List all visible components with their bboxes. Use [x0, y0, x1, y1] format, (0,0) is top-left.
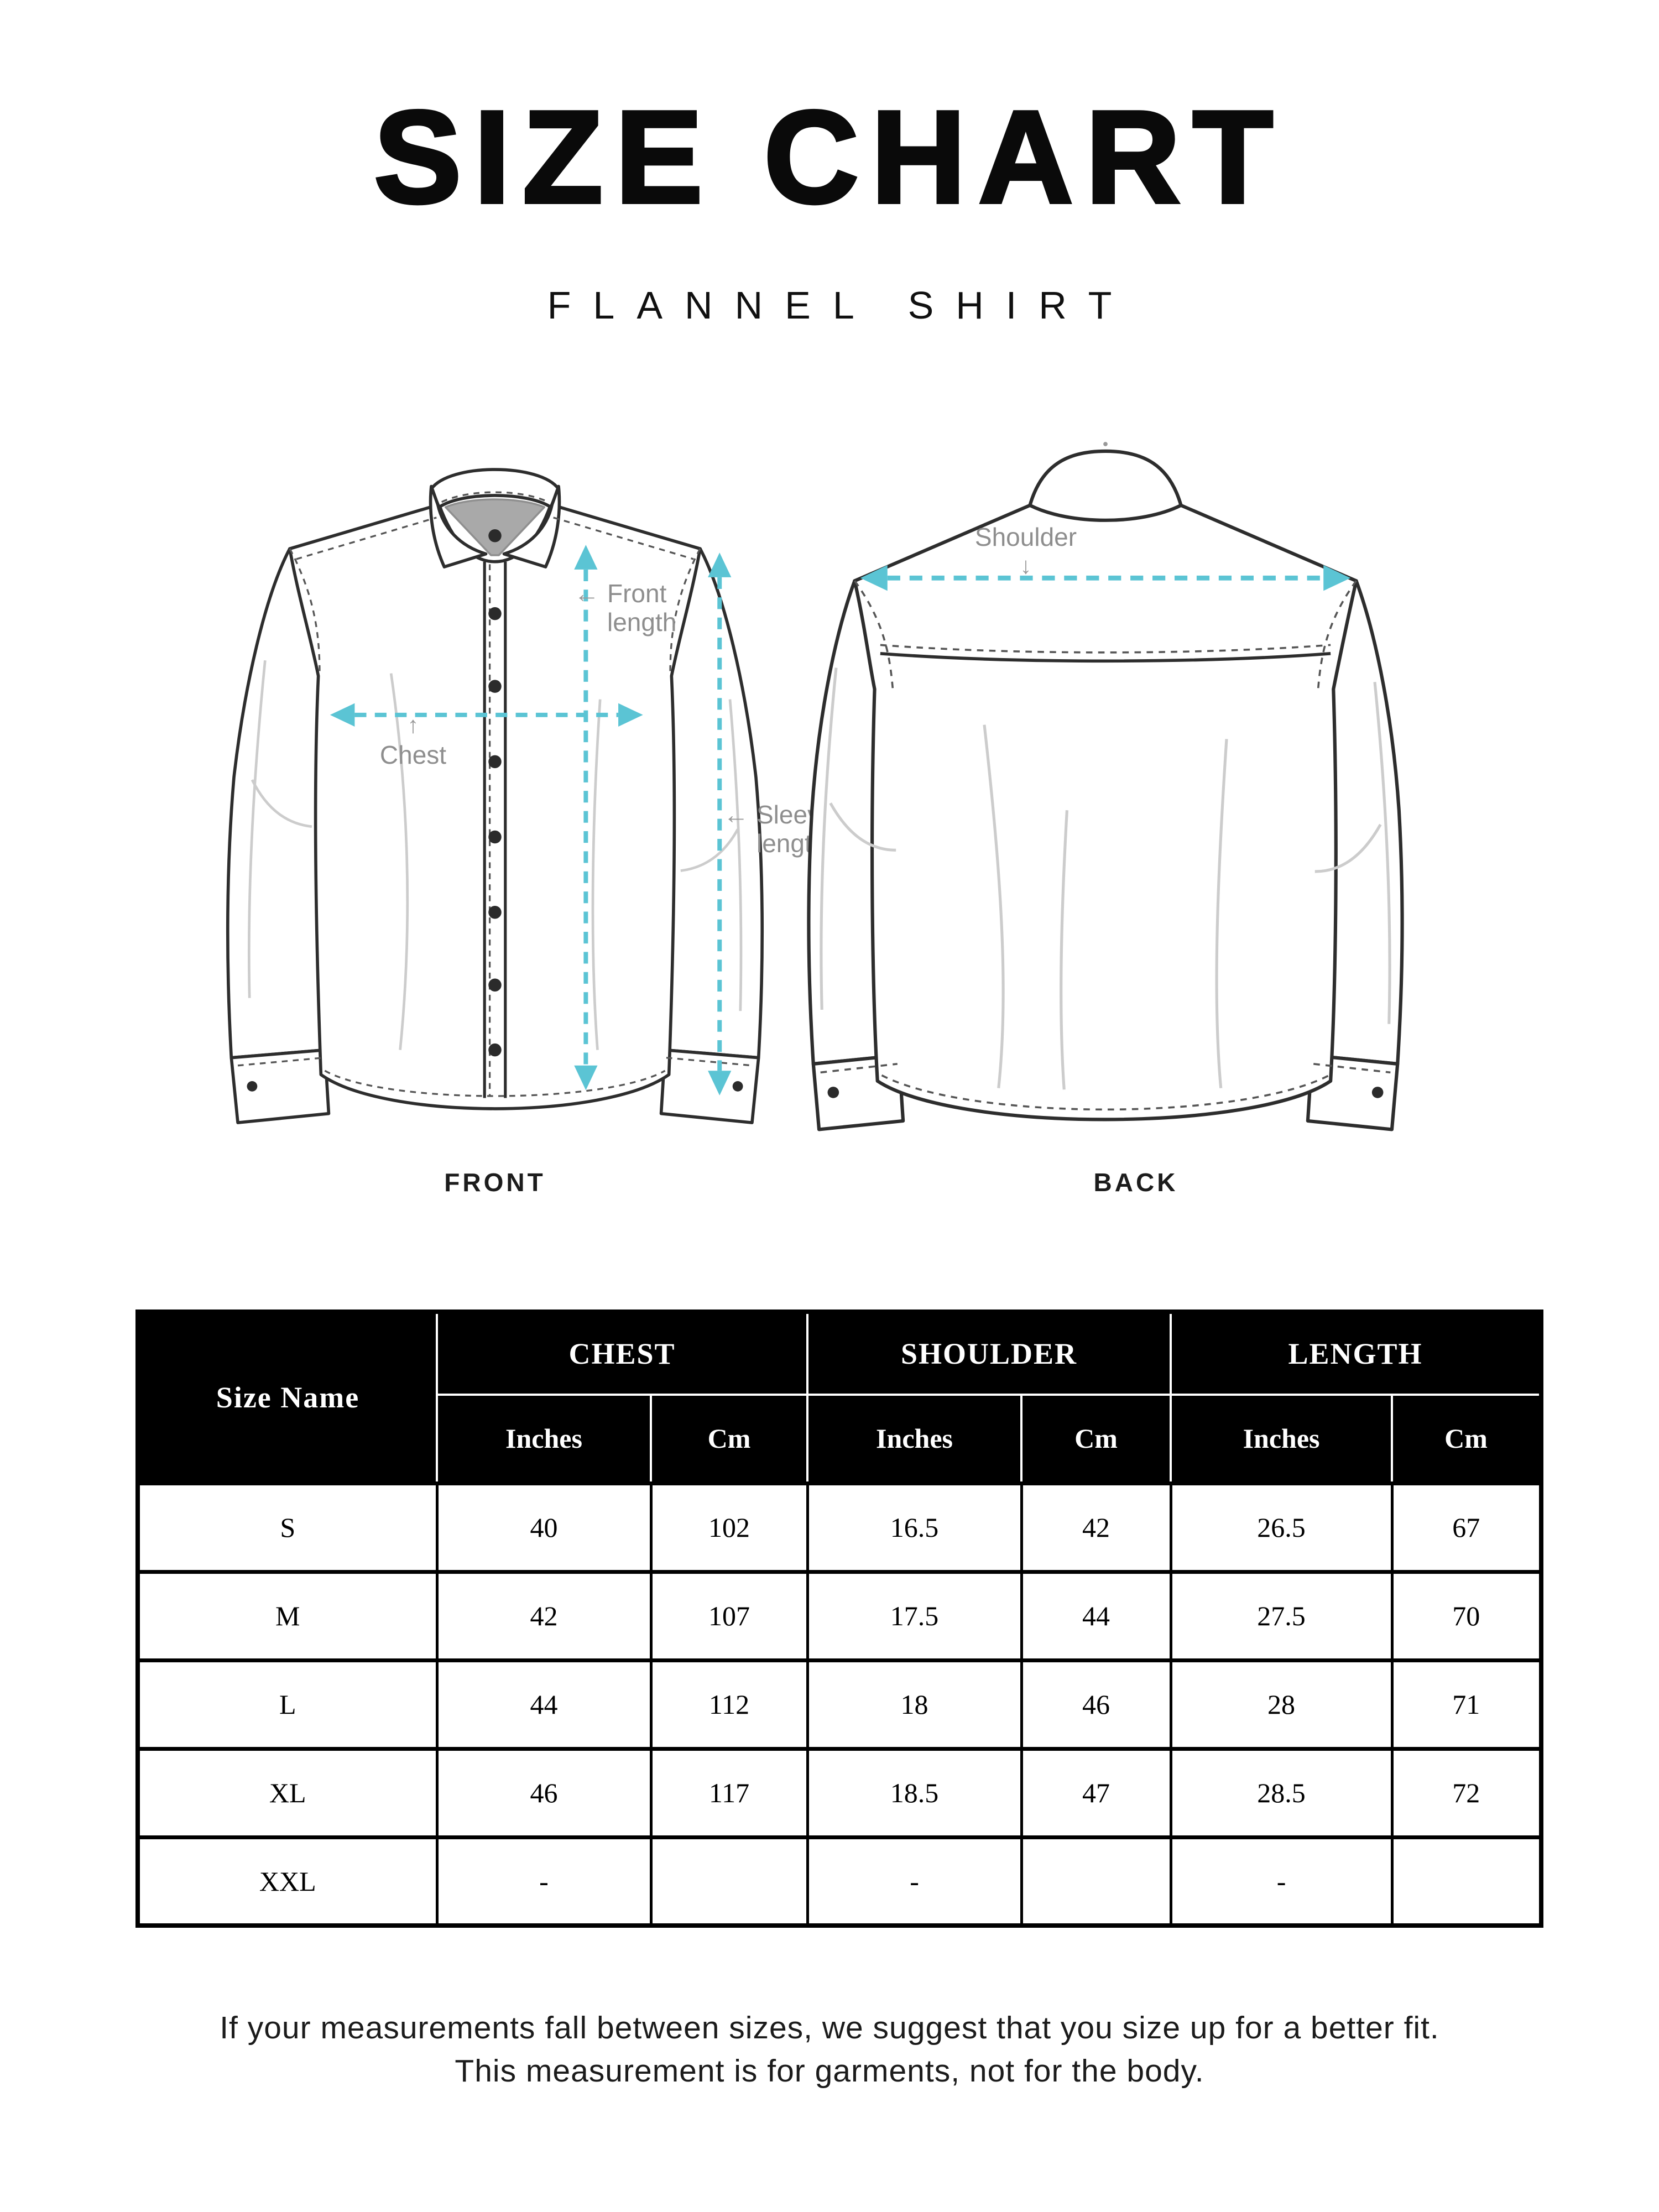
left-arrow-icon: ← — [574, 579, 599, 608]
sizing-note-line2: This measurement is for garments, not fo… — [455, 2053, 1204, 2089]
size-table: Size Name CHEST SHOULDER LENGTH Inches C… — [135, 1310, 1544, 1928]
shoulder-cm-header: Cm — [1020, 1394, 1172, 1484]
chest-label-text: Chest — [379, 740, 447, 769]
back-caption: BACK — [1093, 1168, 1178, 1197]
front-caption: FRONT — [444, 1168, 546, 1197]
shirt-diagrams: ← Front length ↑ Chest ← Sleeve length F… — [216, 440, 1412, 1225]
front-shirt-drawing — [226, 468, 764, 1124]
table-row: XXL - - - — [136, 1835, 1543, 1928]
shoulder-label: Shoulder ↓ — [940, 523, 1112, 579]
size-cell: XXL — [136, 1835, 439, 1928]
table-row: XL 46 117 18.5 47 28.5 72 — [136, 1746, 1543, 1839]
front-shirt-diagram: ← Front length ↑ Chest ← Sleeve length F… — [216, 440, 834, 1197]
down-arrow-icon: ↓ — [1020, 552, 1032, 579]
table-group-header-row: Size Name CHEST SHOULDER LENGTH — [137, 1311, 1543, 1484]
chest-inches-header: Inches — [436, 1394, 652, 1484]
page-subtitle: FLANNEL SHIRT — [547, 284, 1134, 327]
shoulder-inches-header: Inches — [806, 1394, 1023, 1484]
left-arrow-icon: ← — [723, 800, 749, 829]
shoulder-group-header: SHOULDER — [806, 1311, 1172, 1396]
size-name-header: Size Name — [137, 1311, 438, 1484]
size-cell: XL — [136, 1746, 439, 1839]
length-inches-header: Inches — [1170, 1394, 1394, 1484]
length-cm-header: Cm — [1391, 1394, 1543, 1484]
back-shirt-diagram: Shoulder ↓ BACK — [799, 440, 1412, 1197]
size-cell: M — [136, 1569, 439, 1662]
table-row: M 42 107 17.5 44 27.5 70 — [136, 1569, 1543, 1662]
sizing-note-line1: If your measurements fall between sizes,… — [220, 2010, 1439, 2046]
table-row: L 44 112 18 46 28 71 — [136, 1658, 1543, 1751]
page-title: SIZE CHART — [372, 82, 1285, 232]
table-row: S 40 102 16.5 42 26.5 67 — [136, 1481, 1543, 1574]
back-shirt-drawing — [807, 442, 1404, 1131]
length-group-header: LENGTH — [1170, 1311, 1543, 1396]
size-cell: S — [136, 1481, 439, 1574]
front-length-label: ← Front length — [574, 579, 712, 637]
table-unit-header-row: Inches Cm Inches Cm Inches Cm — [138, 1394, 1543, 1484]
up-arrow-icon: ↑ — [407, 712, 419, 738]
front-length-label-text: Front length — [607, 579, 677, 637]
chest-cm-header: Cm — [649, 1394, 809, 1484]
chest-group-header: CHEST — [435, 1311, 809, 1396]
chest-label: ↑ Chest — [358, 712, 468, 769]
shoulder-label-text: Shoulder — [974, 523, 1077, 551]
sizing-note: If your measurements fall between sizes,… — [0, 2006, 1659, 2093]
size-cell: L — [136, 1658, 439, 1751]
